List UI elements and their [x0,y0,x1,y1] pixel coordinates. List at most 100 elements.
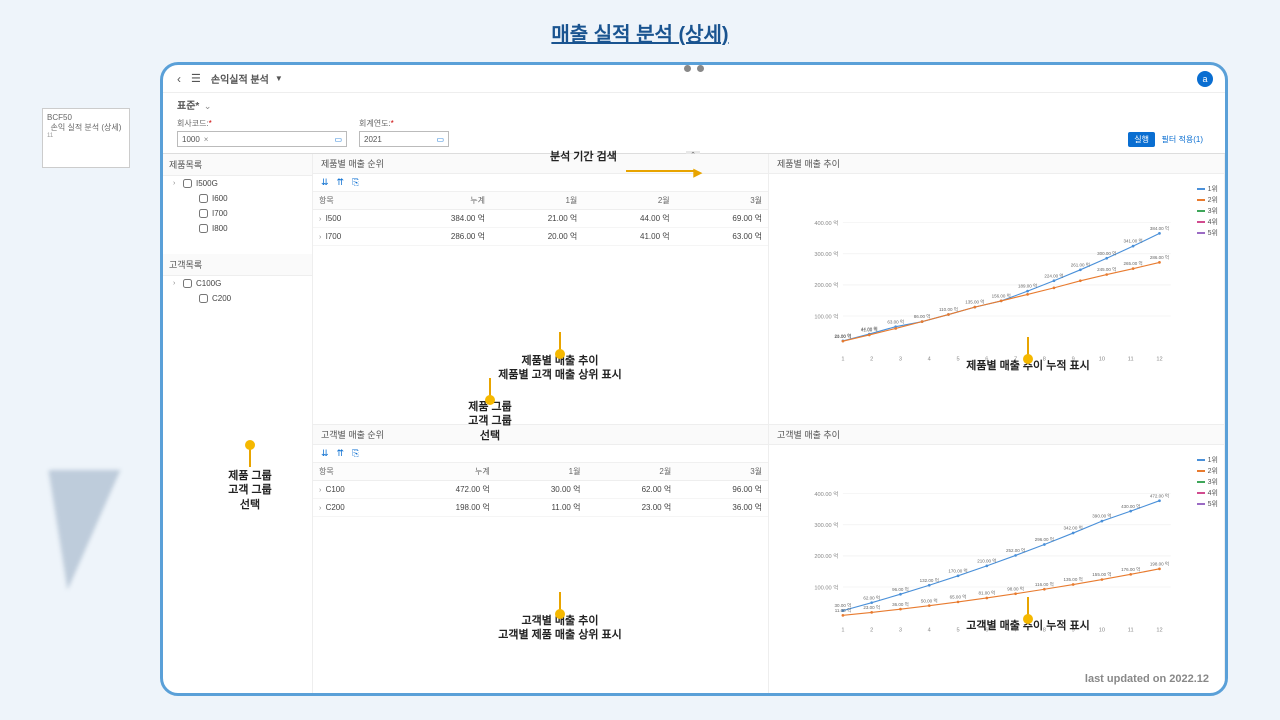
svg-text:245.00 억: 245.00 억 [1097,266,1116,273]
annotation: 고객별 매출 추이 고객별 제품 매출 상위 표시 [440,590,680,643]
side-nav-card[interactable]: BCF50 손익 실적 분석 (상세) 11 [42,108,130,168]
svg-text:98.00 억: 98.00 억 [1007,585,1024,592]
svg-text:300.00 억: 300.00 억 [1097,250,1116,257]
value-help-icon[interactable]: ▭ [436,135,444,144]
product-chart: 400.00 억300.00 억200.00 억100.00 억12345678… [769,174,1224,424]
annotation: 제품 그룹 고객 그룹 선택 [370,376,610,443]
svg-text:100.00 억: 100.00 억 [814,583,838,591]
svg-text:62.00 억: 62.00 억 [863,594,880,601]
side-name: 손익 실적 분석 (상세) [47,122,125,133]
svg-text:176.00 억: 176.00 억 [1121,565,1140,572]
expand-all-icon[interactable]: ⇊ [321,448,329,459]
svg-text:20.00 억: 20.00 억 [835,333,852,340]
svg-text:3: 3 [899,627,902,633]
tree-item[interactable]: I700 [163,206,312,221]
svg-text:400.00 억: 400.00 억 [814,490,838,498]
svg-text:286.00 억: 286.00 억 [1150,254,1169,261]
expand-all-icon[interactable]: ⇊ [321,177,329,188]
svg-text:400.00 억: 400.00 억 [814,219,838,227]
svg-text:2: 2 [870,357,873,363]
svg-text:41.00 억: 41.00 억 [861,327,878,334]
legend: 1위2위3위4위5위 [1197,455,1218,510]
frame-tabs [676,63,712,74]
export-icon[interactable]: ⎘ [352,448,359,459]
product-table: 항목누계1월2월3월› I500384.00 억21.00 억44.00 억69… [313,192,768,246]
left-panel: 제품목록 ›I500GI600I700I800 고객목록 ›C100GC200 [163,154,313,695]
customer-trend-panel: 고객별 매출 추이 400.00 억300.00 억200.00 억100.00… [769,425,1225,696]
table-row[interactable]: › I700286.00 억20.00 억41.00 억63.00 억 [313,228,768,246]
checkbox[interactable] [183,179,192,188]
chevron-down-icon[interactable]: ▼ [275,74,283,83]
svg-text:96.00 억: 96.00 억 [892,585,909,592]
svg-text:265.00 억: 265.00 억 [1123,260,1142,267]
svg-text:63.00 억: 63.00 억 [887,318,904,325]
page-title: 매출 실적 분석 (상세) [0,0,1280,57]
company-label: 회사코드:* [177,118,347,129]
tree-item[interactable]: C200 [163,291,312,306]
export-icon[interactable]: ⎘ [352,177,359,188]
tab-dot[interactable] [684,65,691,72]
customers-header: 고객목록 [163,254,312,276]
filter-bar: 표준* ⌄ 회사코드:* 1000× ▭ 회계연도:* 2021 ▭ 실행 필터… [163,93,1225,153]
panel-title: 고객별 매출 추이 [769,425,1224,445]
collapse-all-icon[interactable]: ⇈ [337,177,345,188]
filter-applied[interactable]: 필터 적용(1) [1162,134,1203,145]
svg-text:261.00 억: 261.00 억 [1071,261,1090,268]
collapse-all-icon[interactable]: ⇈ [337,448,345,459]
svg-text:2: 2 [870,627,873,633]
tab-dot[interactable] [697,65,704,72]
run-button[interactable]: 실행 [1128,132,1155,147]
tree-item[interactable]: I600 [163,191,312,206]
svg-text:12: 12 [1156,357,1162,363]
customer-chart: 400.00 억300.00 억200.00 억100.00 억12345678… [769,445,1224,695]
svg-text:116.00 억: 116.00 억 [1035,580,1054,587]
svg-text:390.00 억: 390.00 억 [1092,512,1111,519]
clear-icon[interactable]: × [204,135,209,144]
panel-title: 제품별 매출 추이 [769,154,1224,174]
svg-text:86.00 억: 86.00 억 [914,313,931,320]
svg-text:342.00 억: 342.00 억 [1064,524,1083,531]
table-row[interactable]: › I500384.00 억21.00 억44.00 억69.00 억 [313,210,768,228]
svg-text:155.00 억: 155.00 억 [1092,571,1111,578]
legend: 1위2위3위4위5위 [1197,184,1218,239]
checkbox[interactable] [199,224,208,233]
annotation: 제품 그룹 고객 그룹 선택 [190,445,310,512]
annotation: 제품별 매출 추이 누적 표시 [908,335,1148,373]
svg-text:100.00 억: 100.00 억 [814,312,838,320]
decorative-shadow [32,470,121,590]
checkbox[interactable] [199,194,208,203]
checkbox[interactable] [199,294,208,303]
annotation: 고객별 매출 추이 누적 표시 [908,595,1148,633]
table-tools: ⇊ ⇈ ⎘ [313,445,768,463]
value-help-icon[interactable]: ▭ [334,135,342,144]
list-icon[interactable]: ☰ [191,72,201,85]
svg-text:1: 1 [841,357,844,363]
svg-text:3: 3 [899,357,902,363]
checkbox[interactable] [183,279,192,288]
year-input[interactable]: 2021 ▭ [359,131,449,147]
svg-text:135.00 억: 135.00 억 [1064,576,1083,583]
company-input[interactable]: 1000× ▭ [177,131,347,147]
side-page: 11 [47,133,125,139]
products-header: 제품목록 [163,154,312,176]
back-icon[interactable]: ‹ [177,72,181,86]
chevron-down-icon[interactable]: ⌄ [204,101,212,111]
tree-item[interactable]: ›C100G [163,276,312,291]
toolbar-title: 손익실적 분석 [211,71,269,86]
svg-text:430.00 억: 430.00 억 [1121,502,1140,509]
tree-item[interactable]: ›I500G [163,176,312,191]
checkbox[interactable] [199,209,208,218]
svg-text:135.00 억: 135.00 억 [965,299,984,306]
tree-item[interactable]: I800 [163,221,312,236]
table-row[interactable]: › C200198.00 억11.00 억23.00 억36.00 억 [313,498,768,516]
annotation-arrow: ▶ [626,170,696,172]
side-code: BCF50 [47,113,125,122]
annotation: 제품별 매출 추이 제품별 고객 매출 상위 표시 [440,330,680,383]
customer-rank-panel: 고객별 매출 순위 ⇊ ⇈ ⎘ 항목누계1월2월3월› C100472.00 억… [313,425,769,696]
standard-label[interactable]: 표준* [177,101,199,112]
table-row[interactable]: › C100472.00 억30.00 억62.00 억96.00 억 [313,480,768,498]
svg-text:252.00 억: 252.00 억 [1006,547,1025,554]
svg-text:189.00 억: 189.00 억 [1018,283,1037,290]
avatar[interactable]: a [1197,71,1213,87]
footer-note: last updated on 2022.12 [1085,673,1209,685]
